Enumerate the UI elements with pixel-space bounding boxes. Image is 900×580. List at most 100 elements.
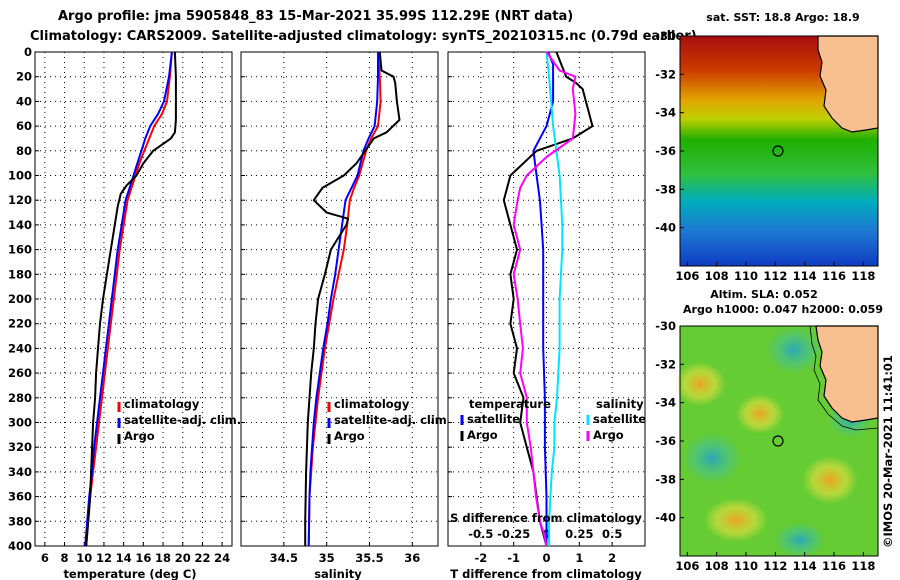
sla-map-subtitle: Argo h1000: 0.047 h2000: 0.059 bbox=[683, 303, 883, 316]
map-lon-label: 118 bbox=[851, 559, 875, 573]
y-tick-label: 380 bbox=[8, 514, 32, 528]
s-diff-tick-label: -0.5 bbox=[468, 527, 493, 541]
map-lat-label: -38 bbox=[655, 182, 676, 196]
y-tick-label: 280 bbox=[8, 391, 32, 405]
sst-map-title: sat. SST: 18.8 Argo: 18.9 bbox=[706, 11, 859, 24]
salinity-plot-frame bbox=[240, 51, 439, 547]
sla-anomaly bbox=[736, 394, 784, 434]
s-difference-axis-label: S difference from climatology bbox=[450, 511, 642, 525]
map-lat-label: -40 bbox=[655, 511, 676, 525]
sla-anomaly bbox=[802, 456, 858, 504]
map-lon-label: 116 bbox=[822, 269, 846, 283]
map-lon-label: 110 bbox=[734, 559, 758, 573]
y-tick-label: 200 bbox=[8, 292, 32, 306]
y-tick-label: 80 bbox=[16, 144, 32, 158]
x-tick-label: 35.5 bbox=[355, 551, 383, 565]
y-tick-label: 360 bbox=[8, 490, 32, 504]
map-lon-label: 106 bbox=[675, 269, 699, 283]
t-difference-xlabel: T difference from climatology bbox=[450, 567, 642, 580]
map-lat-label: -32 bbox=[655, 67, 676, 81]
y-tick-label: 400 bbox=[8, 539, 32, 553]
legend-label-sal-satellite: satellite bbox=[593, 412, 646, 426]
x-tick-label: 22 bbox=[194, 551, 210, 565]
map-lat-label: -32 bbox=[655, 357, 676, 371]
x-tick-label: 20 bbox=[175, 551, 191, 565]
sla-anomaly bbox=[682, 432, 742, 484]
y-tick-label: 100 bbox=[8, 169, 32, 183]
temperature-plot-frame bbox=[34, 51, 233, 547]
map-lon-label: 116 bbox=[822, 559, 846, 573]
y-tick-label: 260 bbox=[8, 366, 32, 380]
legend-label-argo: Argo bbox=[334, 429, 365, 443]
s-diff-tick-label: -0.25 bbox=[497, 527, 530, 541]
x-tick-label: 35 bbox=[319, 551, 335, 565]
argo-position-marker bbox=[772, 145, 784, 157]
x-tick-label: 14 bbox=[116, 551, 132, 565]
x-tick-label: 0 bbox=[542, 551, 550, 565]
y-tick-label: 20 bbox=[16, 70, 32, 84]
map-lat-label: -34 bbox=[655, 396, 676, 410]
map-lon-label: 110 bbox=[734, 269, 758, 283]
y-tick-label: 40 bbox=[16, 94, 32, 108]
series-line-satellite-adj-clim- bbox=[307, 52, 379, 547]
series-line-salinity-satellite bbox=[545, 51, 564, 546]
x-tick-label: 8 bbox=[61, 551, 69, 565]
y-tick-label: 140 bbox=[8, 218, 32, 232]
imos-watermark: ©IMOS 20-Mar-2021 11:41:01 bbox=[881, 355, 895, 548]
x-tick-label: 12 bbox=[96, 551, 112, 565]
map-lat-label: -30 bbox=[655, 319, 676, 333]
temperature-xlabel: temperature (deg C) bbox=[63, 567, 196, 580]
y-tick-label: 160 bbox=[8, 243, 32, 257]
difference-plot-frame bbox=[447, 51, 646, 547]
salinity-legend: climatology satellite-adj. clim. Argo bbox=[327, 397, 451, 444]
temperature-legend: climatology satellite-adj. clim. Argo bbox=[117, 397, 241, 444]
y-tick-label: 0 bbox=[24, 45, 32, 59]
sla-anomaly bbox=[704, 498, 768, 542]
legend-label-temp-argo: Argo bbox=[467, 428, 498, 442]
y-tick-label: 180 bbox=[8, 267, 32, 281]
x-tick-label: -2 bbox=[474, 551, 487, 565]
map-lon-label: 106 bbox=[675, 559, 699, 573]
map-lon-label: 112 bbox=[763, 559, 787, 573]
map-lat-label: -36 bbox=[655, 144, 676, 158]
legend-header-temperature: temperature bbox=[469, 397, 551, 411]
legend-label-climatology: climatology bbox=[334, 397, 410, 411]
sla-map-title: Altim. SLA: 0.052 bbox=[710, 288, 817, 301]
map-lon-label: 112 bbox=[763, 269, 787, 283]
map-lon-label: 114 bbox=[793, 559, 817, 573]
map-lon-label: 118 bbox=[851, 269, 875, 283]
x-tick-label: -1 bbox=[507, 551, 520, 565]
y-tick-label: 340 bbox=[8, 465, 32, 479]
x-tick-label: 18 bbox=[155, 551, 171, 565]
y-tick-label: 120 bbox=[8, 193, 32, 207]
map-lat-label: -40 bbox=[655, 221, 676, 235]
map-lat-label: -36 bbox=[655, 434, 676, 448]
salinity-xlabel: salinity bbox=[314, 567, 362, 580]
series-line-climatology bbox=[85, 51, 173, 547]
legend-label-temp-satellite: satellite bbox=[467, 412, 520, 426]
sst-map-panel: sat. SST: 18.8 Argo: 18.9 106 108 110 112 11… bbox=[655, 11, 879, 283]
argo-position-marker bbox=[772, 435, 784, 447]
figure-title-line2: Climatology: CARS2009. Satellite-adjuste… bbox=[30, 29, 697, 44]
series-line-climatology bbox=[307, 51, 382, 547]
sla-anomaly bbox=[674, 362, 726, 406]
x-tick-label: 2 bbox=[608, 551, 616, 565]
salinity-profile-panel: 34.5 35 35.5 36 climatology satellite-adj. … bbox=[240, 51, 451, 580]
legend-label-satellite-adj: satellite-adj. clim. bbox=[124, 413, 241, 427]
series-line-argo bbox=[85, 51, 177, 547]
y-tick-label: 240 bbox=[8, 341, 32, 355]
y-tick-label: 60 bbox=[16, 119, 32, 133]
legend-label-satellite-adj: satellite-adj. clim. bbox=[334, 413, 451, 427]
map-lat-label: -30 bbox=[655, 29, 676, 43]
sla-map-panel: Altim. SLA: 0.052 Argo h1000: 0.047 h200… bbox=[655, 288, 883, 573]
x-tick-label: 10 bbox=[76, 551, 92, 565]
s-diff-tick-label: 0.5 bbox=[602, 527, 622, 541]
series-line-argo bbox=[304, 51, 401, 546]
series-line-satellite-adj-clim- bbox=[84, 51, 173, 547]
x-tick-label: 36 bbox=[404, 551, 420, 565]
sla-anomaly bbox=[774, 522, 826, 558]
map-lon-label: 114 bbox=[793, 269, 817, 283]
map-lon-label: 108 bbox=[705, 269, 729, 283]
series-line-salinity-argo bbox=[512, 51, 577, 547]
